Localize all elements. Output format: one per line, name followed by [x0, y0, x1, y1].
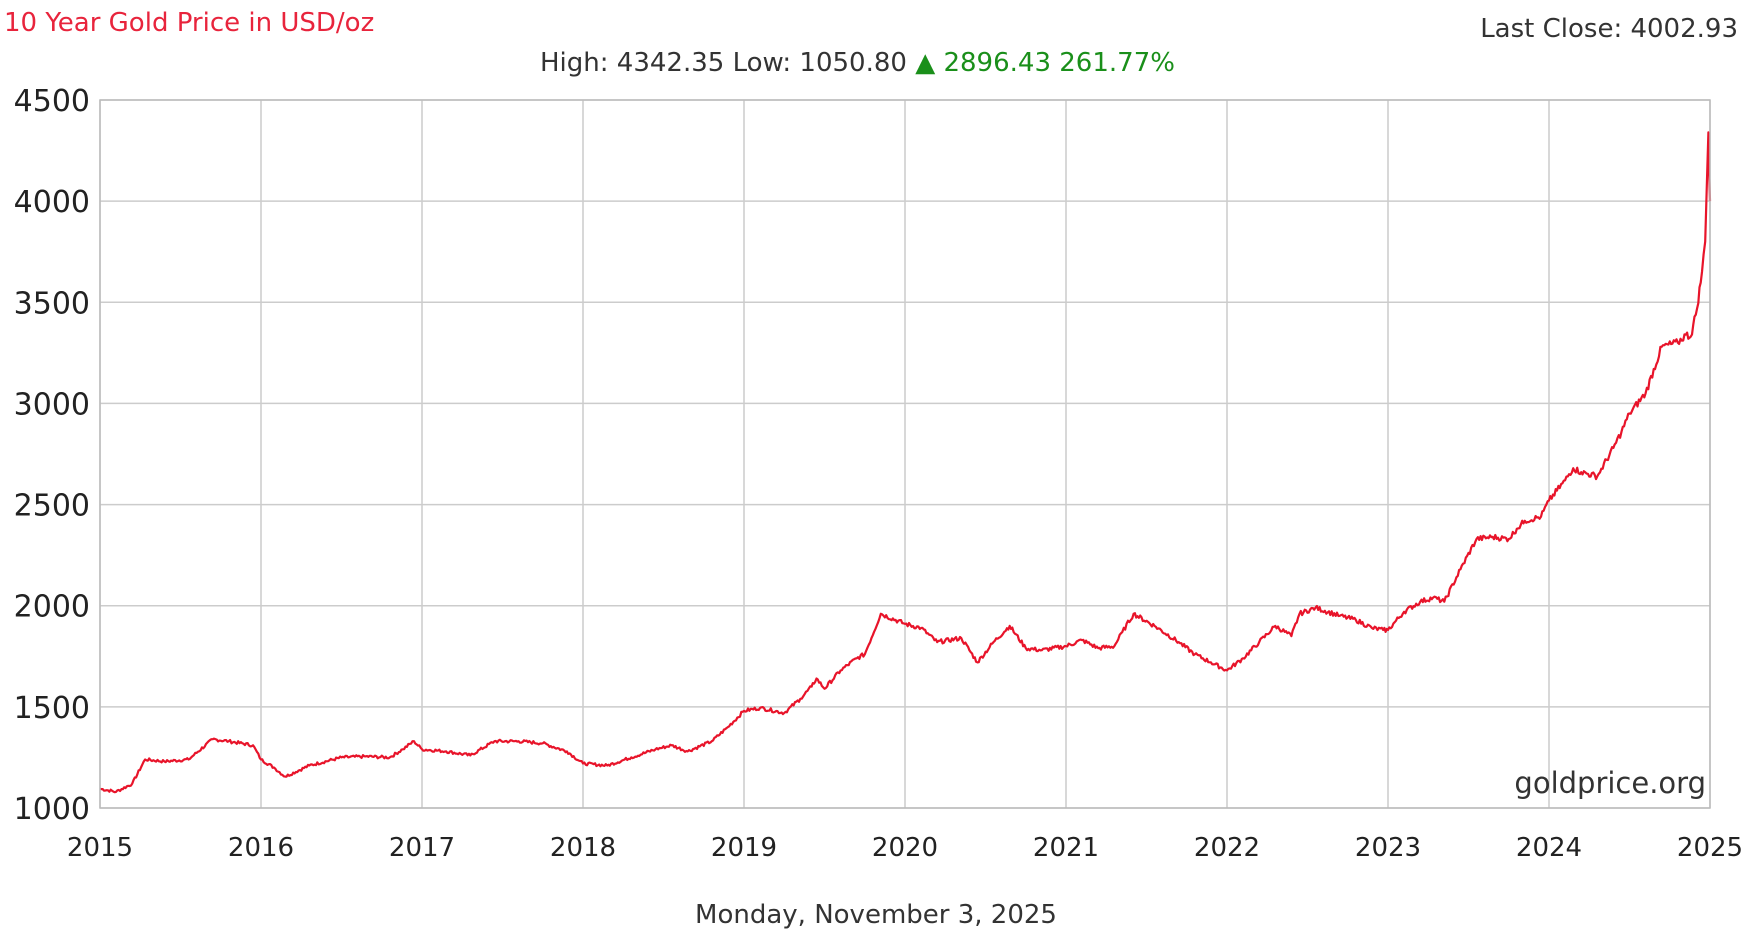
- x-tick-label: 2015: [67, 833, 133, 863]
- x-axis-ticks: 2015 2016 2017 2018 2019 2020 2021 2022 2023 2024…: [67, 833, 1743, 863]
- y-tick-label: 2000: [14, 590, 90, 625]
- high-value: 4342.35: [616, 48, 725, 78]
- x-tick-label: 2016: [228, 833, 294, 863]
- x-tick-label: 2022: [1194, 833, 1260, 863]
- high-label: High:: [540, 48, 609, 78]
- y-axis-ticks: 1000 1500 2000 2500 3000 3500 4000 4500: [14, 84, 90, 827]
- y-tick-label: 1500: [14, 691, 90, 726]
- y-tick-label: 2500: [14, 489, 90, 524]
- x-tick-label: 2019: [711, 833, 777, 863]
- up-arrow-icon: ▲: [915, 48, 936, 78]
- y-tick-label: 1000: [14, 792, 90, 827]
- y-tick-label: 3000: [14, 387, 90, 422]
- y-tick-label: 4500: [14, 84, 90, 119]
- x-tick-label: 2017: [389, 833, 455, 863]
- change-value: 2896.43: [943, 48, 1051, 78]
- x-tick-label: 2020: [872, 833, 938, 863]
- watermark: goldprice.org: [1514, 766, 1706, 800]
- y-tick-label: 3500: [14, 286, 90, 321]
- chart-title: 10 Year Gold Price in USD/oz: [4, 8, 375, 38]
- x-tick-label: 2018: [550, 833, 616, 863]
- last-close-label: Last Close:: [1480, 14, 1623, 44]
- price-stats: High: 4342.35 Low: 1050.80 ▲ 2896.43 261…: [540, 48, 1175, 78]
- chart-grid: [99, 99, 1711, 809]
- x-tick-label: 2025: [1677, 833, 1743, 863]
- change-percent: 261.77%: [1059, 48, 1175, 78]
- x-tick-label: 2021: [1033, 833, 1099, 863]
- x-tick-label: 2024: [1516, 833, 1582, 863]
- low-label: Low:: [732, 48, 792, 78]
- last-close: Last Close: 4002.93: [1480, 14, 1738, 44]
- date-label: Monday, November 3, 2025: [695, 900, 1057, 930]
- y-tick-label: 4000: [14, 185, 90, 220]
- x-tick-label: 2023: [1355, 833, 1421, 863]
- plot-frame: [99, 99, 1711, 809]
- gold-price-line: [99, 131, 1712, 794]
- low-value: 1050.80: [799, 48, 907, 78]
- last-close-value: 4002.93: [1630, 14, 1738, 44]
